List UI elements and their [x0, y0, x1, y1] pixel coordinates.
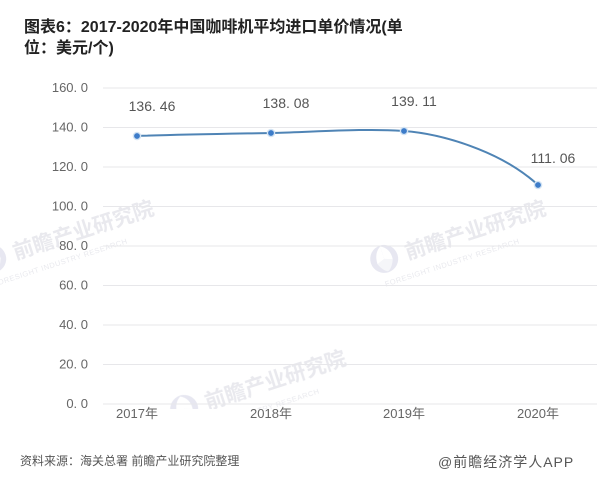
svg-text:40. 0: 40. 0: [59, 317, 88, 332]
svg-text:140. 0: 140. 0: [52, 120, 88, 135]
svg-text:139. 11: 139. 11: [391, 93, 437, 109]
svg-text:2018年: 2018年: [250, 406, 292, 421]
svg-text:111. 06: 111. 06: [531, 150, 576, 166]
svg-text:160. 0: 160. 0: [52, 80, 88, 95]
svg-text:100. 0: 100. 0: [52, 199, 88, 214]
svg-text:80. 0: 80. 0: [59, 238, 88, 253]
svg-text:2020年: 2020年: [517, 406, 559, 421]
svg-text:0. 0: 0. 0: [66, 396, 88, 411]
svg-text:2019年: 2019年: [383, 406, 425, 421]
svg-text:120. 0: 120. 0: [52, 159, 88, 174]
svg-text:60. 0: 60. 0: [59, 278, 88, 293]
svg-text:20. 0: 20. 0: [59, 357, 88, 372]
svg-text:2017年: 2017年: [116, 406, 158, 421]
svg-text:138. 08: 138. 08: [263, 95, 310, 111]
svg-text:136. 46: 136. 46: [129, 98, 176, 114]
